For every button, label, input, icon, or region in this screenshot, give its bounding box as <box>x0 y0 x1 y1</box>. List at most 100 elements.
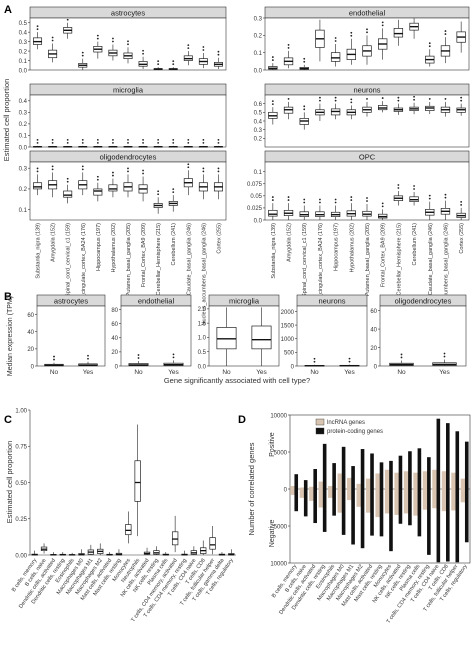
D-bar-protein-positive-7 <box>360 449 365 489</box>
A-region-label-1-10: Caudate_basal_ganglia (246) <box>428 223 434 295</box>
A-microglia-outlier-6-2 <box>127 138 129 141</box>
D-bar-lncrna-positive-8 <box>365 478 374 489</box>
A-region-label-1-3: Anterior_cingulate_cortex_BA24 (176) <box>318 223 324 316</box>
B-oligodendrocytes-outlier-1-2 <box>443 352 446 355</box>
D-bar-lncrna-negative-18 <box>460 489 468 503</box>
B-endothelial-ytick-label-4: 80 <box>111 308 118 314</box>
D-ytick-label-4: 10000 <box>270 561 287 567</box>
A-astrocytes-outlier-12-2 <box>217 50 220 53</box>
A-OPC-outlier-4-1 <box>334 201 337 204</box>
B-microglia-ytick-label-3: 1.5 <box>198 321 207 327</box>
D-bar-protein-positive-0 <box>294 474 299 489</box>
A-astrocytes-outlier-0-2 <box>36 25 39 28</box>
A-astrocytes-outlier-6-1 <box>127 43 129 46</box>
D-bar-protein-negative-6 <box>351 489 355 545</box>
D-bar-lncrna-positive-5 <box>337 473 345 489</box>
D-positive-label: Positive <box>269 432 276 457</box>
A-astrocytes-outlier-0-1 <box>36 28 39 31</box>
A-neurons-outlier-0-1 <box>271 103 274 106</box>
A-OPC-outlier-6-2 <box>366 197 368 199</box>
D-bar-protein-positive-18 <box>464 441 469 489</box>
A-OPC-ytick-label-1: 0.025 <box>247 206 263 212</box>
D-bar-protein-positive-15 <box>436 418 441 489</box>
C-ytick-label-4: 1.00 <box>15 408 27 414</box>
B-neurons-xlabel-0: No <box>310 369 319 376</box>
A-oligodendrocytes-outlier-2-1 <box>66 180 69 183</box>
A-microglia-outlier-10-2 <box>187 138 190 141</box>
A-astrocytes-outlier-6-2 <box>127 40 129 43</box>
A-neurons-outlier-5-1 <box>350 101 353 104</box>
C-ylabel: Estimated cell proportion <box>5 441 14 524</box>
A-neurons-outlier-0-2 <box>271 100 274 103</box>
A-region-label-0-2: Spinal_cord_cervical_c1 (159) <box>66 223 72 297</box>
A-region-label-1-7: Frontal_Cortex_BA9 (209) <box>381 223 387 287</box>
A-microglia-outlier-4-1 <box>96 141 99 144</box>
D-bar-protein-negative-4 <box>332 489 336 516</box>
A-microglia-outlier-8-1 <box>157 141 160 144</box>
B-neurons-ytick-label-1: 500 <box>284 351 295 357</box>
D-bar-protein-positive-2 <box>313 469 317 489</box>
A-microglia-plot-area <box>29 94 227 148</box>
D-bar-protein-negative-9 <box>379 489 384 537</box>
D-bar-lncrna-positive-18 <box>460 478 468 489</box>
A-region-label-1-8: Cerebellar_Hemisphere (215) <box>396 223 402 296</box>
A-oligodendrocytes-box-5 <box>108 184 118 192</box>
B-microglia-ytick-label-0: 0.0 <box>198 364 207 370</box>
A-microglia-outlier-10-1 <box>187 141 190 144</box>
A-region-label-0-5: Hypothalamus (202) <box>111 223 117 273</box>
A-microglia-outlier-7-2 <box>142 138 144 141</box>
D-bar-lncrna-positive-1 <box>299 487 307 489</box>
A-neurons-outlier-9-2 <box>413 95 415 98</box>
B-neurons-ytick-label-2: 1000 <box>281 337 295 343</box>
B-oligodendrocytes-ytick-label-0: 0 <box>374 364 378 370</box>
A-region-label-1-0: Substantia_nigra (139) <box>271 223 277 279</box>
A-oligodendrocytes-box-2 <box>63 190 73 198</box>
A-oligodendrocytes-outlier-0-1 <box>36 170 39 173</box>
B-neurons-plot-area <box>296 305 368 367</box>
D-bar-lncrna-negative-15 <box>432 489 440 509</box>
D-bar-protein-positive-4 <box>332 463 336 489</box>
B-microglia-title: microglia <box>229 297 260 306</box>
A-OPC-outlier-5-2 <box>350 196 353 198</box>
A-OPC-ytick-label-3: 0.075 <box>247 182 263 188</box>
B-oligodendrocytes-title: oligodendrocytes <box>395 297 452 306</box>
D-bar-lncrna-negative-11 <box>394 489 402 515</box>
A-oligodendrocytes-outlier-5-1 <box>112 174 114 177</box>
D-bar-lncrna-positive-9 <box>375 473 383 489</box>
A-oligodendrocytes-outlier-3-2 <box>81 165 84 168</box>
D-bar-protein-negative-13 <box>417 489 422 537</box>
A-astrocytes-ytick-label-1: 0.1 <box>19 59 28 65</box>
A-oligodendrocytes-outlier-6-2 <box>127 167 129 170</box>
A-neurons-outlier-3-1 <box>319 99 321 102</box>
B-neurons-xlabel-1: Yes <box>344 369 355 376</box>
C-ytick-label-1: 0.25 <box>15 517 27 523</box>
A-neurons-outlier-12-1 <box>460 99 463 102</box>
A-OPC-outlier-6-1 <box>366 200 368 202</box>
D-bar-protein-positive-5 <box>341 446 346 489</box>
B-endothelial-outlier-1-1 <box>172 356 175 359</box>
B-endothelial-title: endothelial <box>138 297 175 306</box>
A-microglia-outlier-3-1 <box>81 141 84 144</box>
D-bar-lncrna-negative-16 <box>441 489 449 512</box>
D-bar-lncrna-positive-6 <box>347 477 355 489</box>
B-endothelial-ytick-label-3: 60 <box>111 322 118 328</box>
A-endothelial-outlier-7-1 <box>381 24 384 27</box>
A-OPC-outlier-8-1 <box>397 187 400 189</box>
D-legend-label-1: protein-coding genes <box>327 429 383 435</box>
A-microglia-outlier-9-2 <box>172 138 175 141</box>
D-bar-protein-positive-6 <box>351 466 355 489</box>
A-OPC-outlier-9-2 <box>413 185 415 187</box>
A-OPC-outlier-2-1 <box>303 201 306 204</box>
A-endothelial-outlier-10-1 <box>428 45 431 48</box>
A-oligodendrocytes-outlier-10-2 <box>187 163 190 166</box>
A-region-label-0-11: Nucleus_accumbens_basal_ganglia (246) <box>201 223 207 326</box>
A-endothelial-box-4 <box>330 52 341 62</box>
A-oligodendrocytes-outlier-0-2 <box>36 167 39 170</box>
B-microglia-ytick-label-4: 2.0 <box>198 307 207 313</box>
B-oligodendrocytes-outlier-1-1 <box>443 355 446 358</box>
A-microglia-outlier-12-2 <box>217 138 220 141</box>
D-bar-lncrna-negative-9 <box>375 489 383 518</box>
A-astrocytes-outlier-11-1 <box>202 49 205 51</box>
panel-letter-B: B <box>4 291 12 303</box>
D-bar-lncrna-negative-12 <box>403 489 411 514</box>
